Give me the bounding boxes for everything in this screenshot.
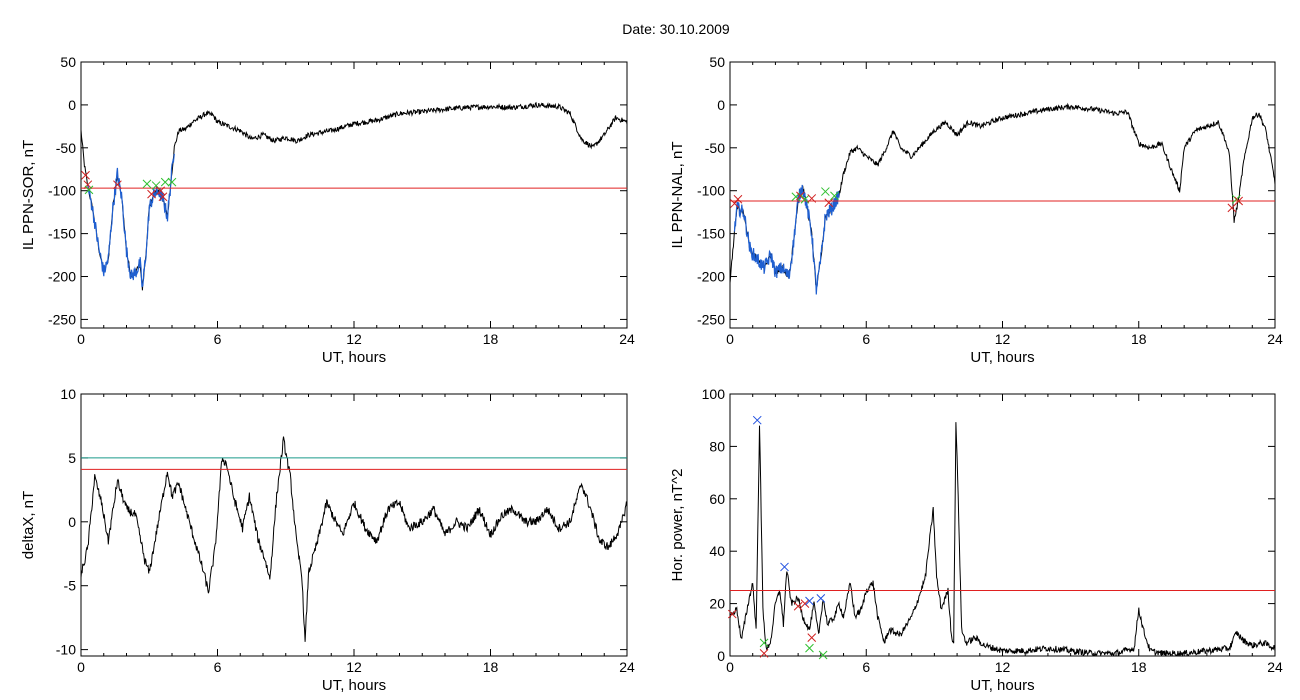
x-axis-label: UT, hours	[322, 349, 386, 366]
figure-title: Date: 30.10.2009	[622, 21, 730, 37]
x-tick-label: 0	[77, 331, 85, 347]
y-tick-label: -100	[697, 183, 725, 199]
x-axis-label: UT, hours	[970, 349, 1034, 366]
chart-panel-p1: 0 6 12 18 24 50 0 -50 -100 -150 -200 -250 UT, hours I…	[20, 54, 635, 366]
event-marker	[807, 194, 817, 203]
event-marker	[160, 177, 170, 187]
x-tick-label: 0	[726, 331, 734, 347]
event-marker	[816, 594, 826, 603]
y-tick-label: 20	[709, 596, 725, 612]
event-marker	[830, 191, 839, 201]
y-tick-label: -100	[48, 183, 76, 199]
event-marker	[1227, 203, 1237, 213]
y-tick-label: -200	[697, 269, 725, 285]
event-marker	[793, 601, 803, 611]
series-line	[80, 436, 628, 642]
x-tick-label: 6	[862, 331, 870, 347]
y-tick-label: 0	[68, 97, 76, 113]
x-tick-label: 6	[214, 331, 222, 347]
event-marker	[733, 194, 743, 204]
y-tick-label: -250	[697, 311, 725, 327]
event-marker	[113, 180, 122, 190]
plot-frame	[729, 61, 1276, 329]
y-tick-label: 50	[709, 54, 725, 70]
event-marker	[83, 180, 93, 190]
x-tick-label: 12	[995, 659, 1011, 675]
y-tick-label: -250	[48, 311, 76, 327]
y-tick-label: -50	[56, 140, 76, 156]
x-axis-label: UT, hours	[322, 677, 386, 694]
y-axis-label: Hor. power, nT^2	[669, 469, 686, 582]
event-marker	[142, 179, 152, 189]
x-tick-label: 12	[346, 659, 362, 675]
x-tick-label: 18	[1131, 659, 1147, 675]
plot-frame	[80, 393, 628, 657]
event-marker	[800, 599, 810, 608]
x-tick-label: 18	[1131, 331, 1147, 347]
event-marker	[727, 609, 737, 619]
x-tick-label: 12	[346, 331, 362, 347]
event-marker	[780, 562, 789, 572]
event-marker	[752, 415, 762, 425]
y-tick-label: -5	[64, 578, 77, 594]
event-marker	[796, 191, 805, 201]
series-highlight	[87, 153, 175, 288]
event-marker	[807, 633, 817, 643]
x-tick-label: 24	[1267, 659, 1283, 675]
x-tick-label: 24	[619, 331, 635, 347]
event-marker	[167, 177, 177, 187]
y-tick-label: 0	[68, 514, 76, 530]
series-highlight	[733, 184, 840, 295]
event-marker	[730, 199, 739, 208]
y-tick-label: 100	[702, 386, 726, 402]
y-tick-label: -150	[48, 226, 76, 242]
y-tick-label: -10	[56, 642, 76, 658]
event-marker	[759, 638, 769, 648]
y-tick-label: 50	[60, 54, 76, 70]
y-tick-label: 5	[68, 450, 76, 466]
y-tick-label: 0	[717, 648, 725, 664]
event-marker	[81, 170, 90, 180]
event-marker	[818, 650, 828, 660]
y-axis-label: IL PPN-SOR, nT	[20, 140, 37, 250]
y-tick-label: -50	[705, 140, 725, 156]
event-marker	[158, 192, 168, 202]
x-axis-label: UT, hours	[970, 677, 1034, 694]
y-tick-label: -150	[697, 226, 725, 242]
series-line	[729, 422, 1276, 657]
chart-panel-p3: 0 6 12 18 24 10 5 0 -5 -10 UT, hours deltaX, nT	[20, 386, 635, 694]
event-marker	[821, 187, 830, 196]
chart-panel-p2: 0 6 12 18 24 50 0 -50 -100 -150 -200 -250 UT, hours I…	[669, 54, 1283, 366]
y-tick-label: -200	[48, 269, 76, 285]
event-marker	[84, 185, 94, 195]
x-tick-label: 18	[483, 659, 499, 675]
series-line	[80, 101, 628, 291]
event-marker	[805, 596, 814, 606]
event-marker	[824, 198, 834, 208]
x-tick-label: 6	[214, 659, 222, 675]
x-tick-label: 12	[995, 331, 1011, 347]
x-tick-label: 6	[862, 659, 870, 675]
x-tick-label: 24	[1267, 331, 1283, 347]
event-marker	[759, 649, 769, 658]
y-tick-label: 0	[717, 97, 725, 113]
event-marker	[1234, 196, 1244, 206]
x-tick-label: 0	[726, 659, 734, 675]
y-axis-label: deltaX, nT	[20, 491, 37, 559]
y-tick-label: 40	[709, 543, 725, 559]
y-tick-label: 10	[60, 386, 76, 402]
chart-panel-p4: 0 6 12 18 24 100 80 60 40 20 0 UT, hours Hor. power,…	[669, 386, 1283, 694]
event-marker	[156, 186, 165, 196]
series-line	[729, 102, 1276, 288]
x-tick-label: 24	[619, 659, 635, 675]
y-axis-label: IL PPN-NAL, nT	[669, 142, 686, 249]
y-tick-label: 80	[709, 438, 725, 454]
y-tick-label: 60	[709, 491, 725, 507]
event-marker	[147, 189, 156, 199]
event-marker	[805, 643, 814, 653]
x-tick-label: 18	[483, 331, 499, 347]
x-tick-label: 0	[77, 659, 85, 675]
